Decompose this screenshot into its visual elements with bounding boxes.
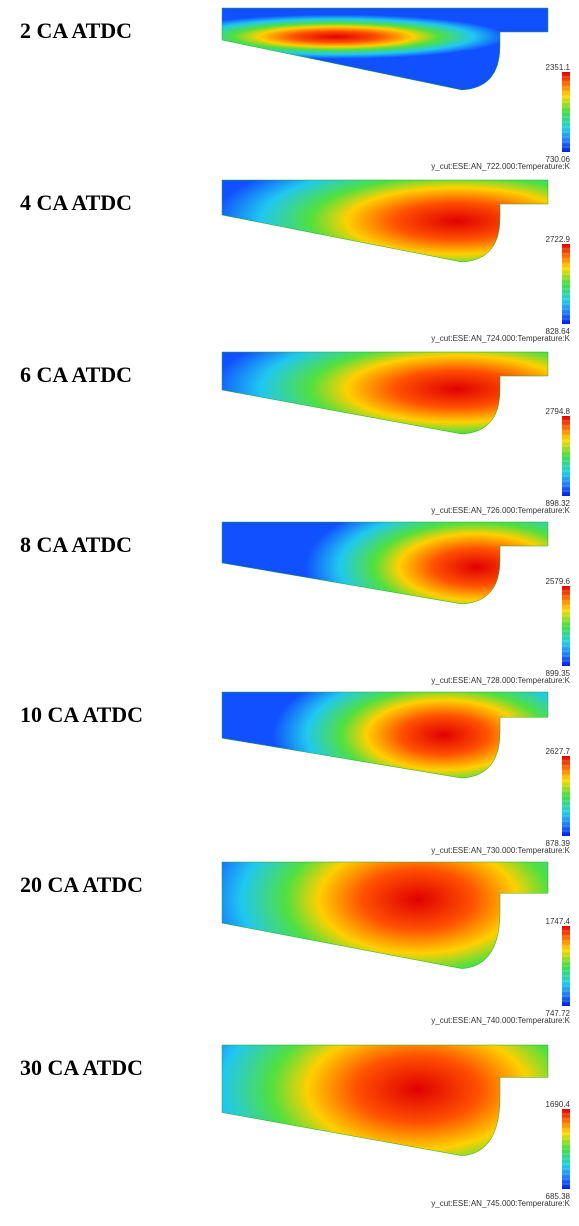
panel-label: 2 CA ATDC — [20, 18, 132, 43]
panel-label: 10 CA ATDC — [20, 702, 143, 727]
colorbar-min: 747.72 — [546, 1009, 571, 1018]
panel-label: 20 CA ATDC — [20, 872, 143, 897]
caption: y_cut:ESE:AN_728.000:Temperature:K — [431, 676, 570, 685]
colorbar-min: 899.35 — [546, 669, 571, 678]
panel: 30 CA ATDC 1690.4 685.38y_cut:ESE:AN_745.0… — [20, 1044, 571, 1208]
panel-label: 6 CA ATDC — [20, 362, 132, 387]
colorbar-max: 1690.4 — [546, 1100, 571, 1109]
caption: y_cut:ESE:AN_726.000:Temperature:K — [431, 506, 570, 515]
caption: y_cut:ESE:AN_722.000:Temperature:K — [431, 162, 570, 171]
temperature-contour — [221, 351, 549, 435]
colorbar-max: 1747.4 — [546, 917, 571, 926]
panel: 8 CA ATDC 2579.6 899.35y_cut:ESE:AN_728.00… — [20, 521, 571, 685]
temperature-contour — [221, 179, 549, 263]
caption: y_cut:ESE:AN_724.000:Temperature:K — [431, 334, 570, 343]
caption: y_cut:ESE:AN_745.000:Temperature:K — [431, 1199, 570, 1208]
panel: 2 CA ATDC 2351.1 730.06y_cut:ESE:AN_722.00… — [20, 7, 571, 171]
colorbar-max: 2627.7 — [546, 747, 571, 756]
colorbar-min: 898.32 — [546, 499, 571, 508]
colorbar-min: 685.38 — [546, 1192, 571, 1201]
colorbar-max: 2722.9 — [546, 235, 571, 244]
panel: 10 CA ATDC 2627.7 878.39y_cut:ESE:AN_730.0… — [20, 691, 571, 855]
panel: 4 CA ATDC 2722.9 828.64y_cut:ESE:AN_724.00… — [20, 179, 571, 343]
colorbar-min: 828.64 — [546, 327, 571, 336]
colorbar-min: 878.39 — [546, 839, 571, 848]
panel-label: 30 CA ATDC — [20, 1055, 143, 1080]
colorbar-max: 2794.8 — [546, 407, 571, 416]
temperature-contour — [221, 521, 549, 605]
colorbar-max: 2579.6 — [546, 577, 571, 586]
temperature-contour — [221, 7, 549, 91]
colorbar-min: 730.06 — [546, 155, 571, 164]
panel-label: 4 CA ATDC — [20, 190, 132, 215]
caption: y_cut:ESE:AN_740.000:Temperature:K — [431, 1016, 570, 1025]
temperature-contour — [221, 691, 549, 779]
colorbar-max: 2351.1 — [546, 63, 571, 72]
panel: 20 CA ATDC 1747.4 747.72y_cut:ESE:AN_740.0… — [20, 861, 571, 1025]
temperature-contour — [221, 1044, 549, 1156]
panel-label: 8 CA ATDC — [20, 532, 132, 557]
caption: y_cut:ESE:AN_730.000:Temperature:K — [431, 846, 570, 855]
temperature-contour — [221, 861, 549, 969]
panel: 6 CA ATDC 2794.8 898.32y_cut:ESE:AN_726.00… — [20, 351, 571, 515]
